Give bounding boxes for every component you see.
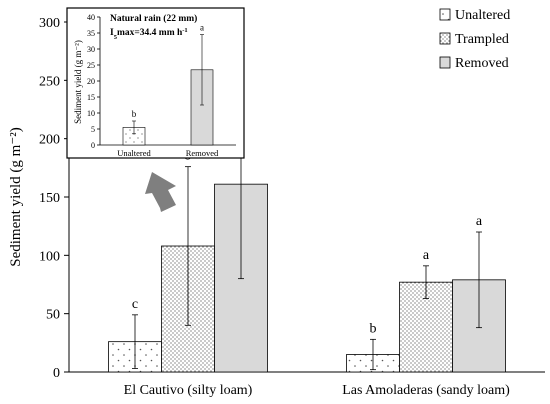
legend-swatch <box>439 8 451 21</box>
y-axis-label: Sediment yield (g m⁻²) <box>8 127 24 266</box>
inset-x-tick-labels: Unaltered Removed <box>117 148 219 158</box>
inset-title-line1: Natural rain (22 mm) <box>110 13 197 24</box>
y-tick-label: 250 <box>39 74 60 89</box>
inset-significance-label: a <box>200 23 204 33</box>
inset-y-tick-label: 5 <box>91 125 95 134</box>
legend-label: Trampled <box>455 32 509 47</box>
inset-title-i: I <box>110 28 114 38</box>
inset-y-tick-label: 20 <box>87 77 95 86</box>
inset-y-tick-label: 15 <box>87 93 95 102</box>
inset-y-tick-label: 10 <box>87 109 95 118</box>
x-tick-labels: El Cautivo (silty loam) Las Amoladeras (s… <box>124 383 510 398</box>
y-tick-label: 100 <box>39 249 60 264</box>
x-tick-label: Las Amoladeras (sandy loam) <box>342 383 510 398</box>
inset-y-tick-label: 35 <box>87 29 95 38</box>
inset-title-line2: I5max=34.4 mm h-1 <box>110 27 188 41</box>
inset-bars: ba <box>122 23 214 146</box>
bars: cbabaa <box>108 72 506 373</box>
inset-title-sub: 5 <box>114 34 118 41</box>
legend-label: Unaltered <box>455 8 510 23</box>
y-tick-label: 200 <box>39 133 60 148</box>
inset-y-tick-label: 0 <box>91 141 95 150</box>
x-tick-label: El Cautivo (silty loam) <box>124 383 253 398</box>
arrow-icon <box>145 172 176 212</box>
significance-label: a <box>476 214 483 229</box>
inset-y-tick-label: 25 <box>87 61 95 70</box>
legend: Unaltered Trampled Removed <box>439 8 510 71</box>
inset-y-axis-label: Sediment yield (g m⁻²) <box>73 40 83 124</box>
inset-y-tick-label: 30 <box>87 45 95 54</box>
y-tick-label: 0 <box>53 366 60 381</box>
inset-y-tick-label: 40 <box>87 13 95 22</box>
inset-frame <box>66 7 245 159</box>
legend-label: Removed <box>455 56 509 71</box>
legend-swatch <box>439 56 451 69</box>
inset-significance-label: b <box>132 109 137 119</box>
y-ticks: 0 50 100 150 200 250 300 <box>39 16 69 381</box>
significance-label: b <box>370 321 377 336</box>
legend-swatch <box>439 32 451 45</box>
inset-title-sup: -1 <box>182 27 187 34</box>
y-tick-label: 50 <box>46 308 60 323</box>
y-tick-label: 150 <box>39 191 60 206</box>
inset-x-tick-label: Removed <box>186 148 219 158</box>
significance-label: c <box>132 297 138 312</box>
inset-x-tick-label: Unaltered <box>117 148 151 158</box>
inset-title-rest: max=34.4 mm h <box>117 28 183 38</box>
y-tick-label: 300 <box>39 16 60 31</box>
inset-y-ticks: 0 5 10 15 20 25 30 35 40 <box>87 13 100 150</box>
significance-label: a <box>423 248 430 263</box>
